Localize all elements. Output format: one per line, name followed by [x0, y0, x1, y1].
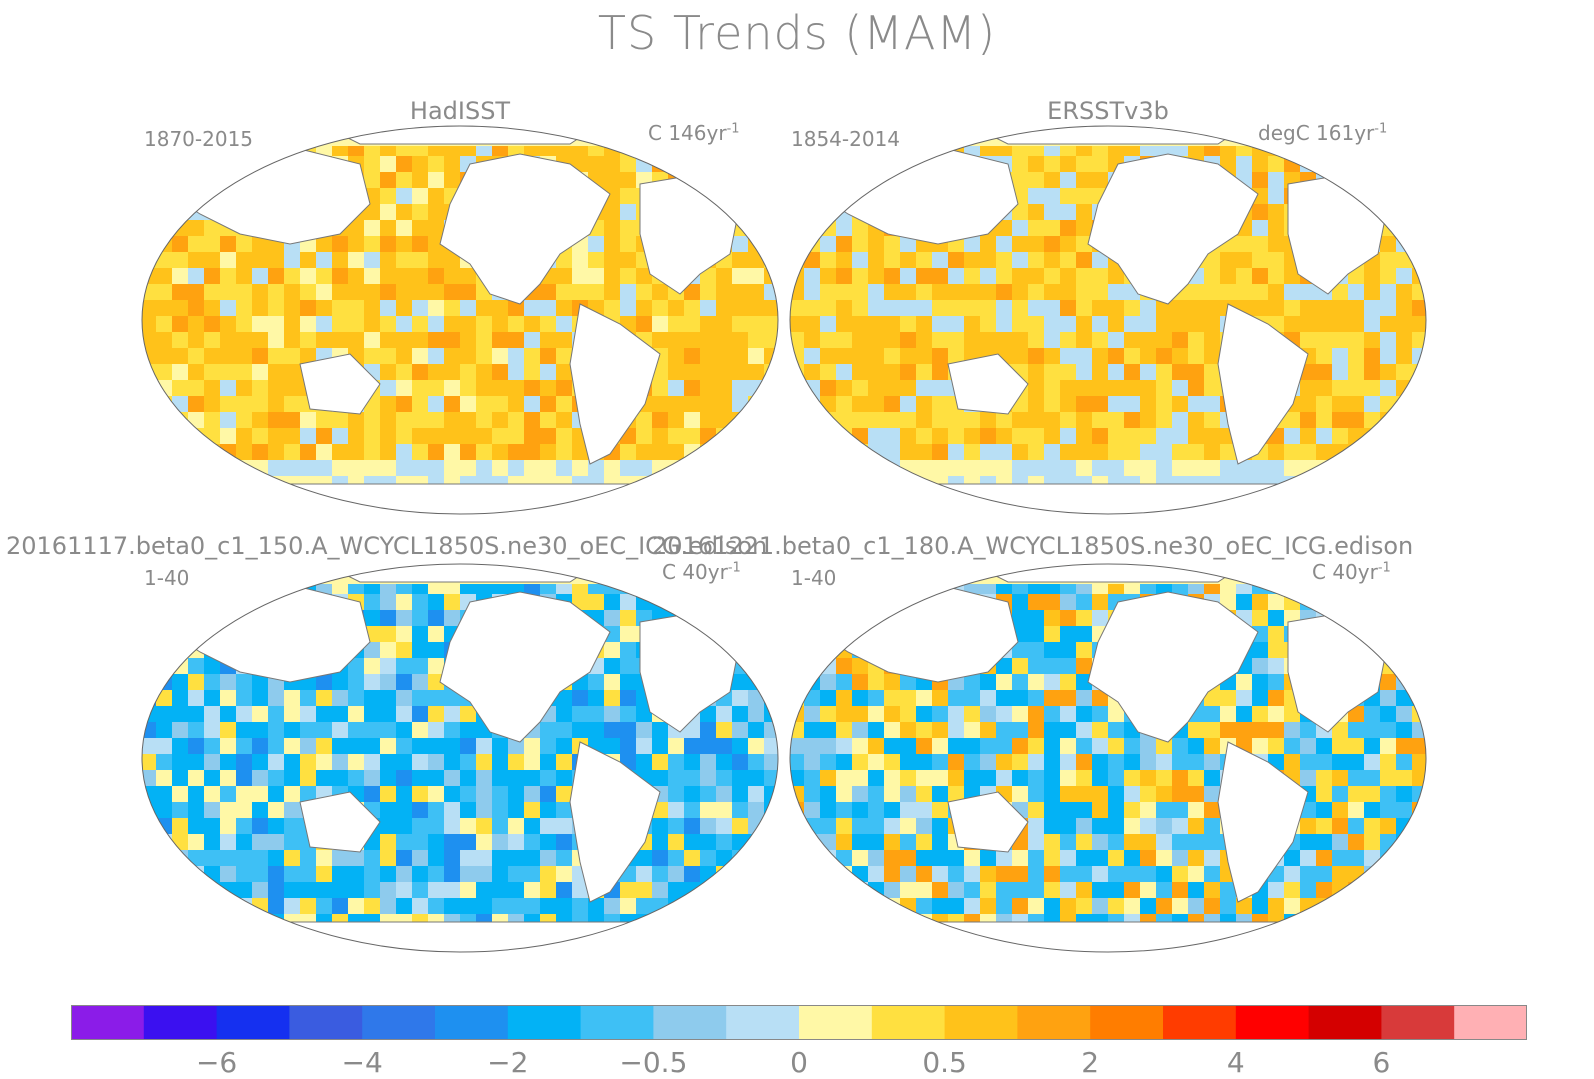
- land-mass: [947, 791, 1029, 853]
- colorbar-swatch: [1090, 1005, 1164, 1040]
- colorbar-swatch: [435, 1005, 509, 1040]
- colorbar-tick-label: −0.5: [619, 1046, 688, 1079]
- colorbar-swatch: [143, 1005, 218, 1040]
- colorbar-tick-label: 4: [1226, 1046, 1245, 1079]
- colorbar-swatch: [1381, 1005, 1455, 1040]
- map-border: [789, 125, 1427, 515]
- map-border: [141, 125, 779, 515]
- panel-title-hadisst: HadISST: [409, 97, 511, 125]
- colorbar-tick-label: 2: [1081, 1046, 1100, 1079]
- land-mass: [1087, 153, 1259, 305]
- colorbar-swatch: [1017, 1005, 1091, 1040]
- land-mass: [439, 153, 611, 305]
- colorbar: [71, 1005, 1527, 1040]
- units-sup: -1: [1377, 560, 1391, 576]
- land-mass: [967, 126, 1250, 145]
- land-mass: [319, 564, 602, 583]
- land-mass: [259, 483, 661, 514]
- units-text: degC 161yr: [1258, 121, 1375, 145]
- colorbar-swatch: [726, 1005, 800, 1040]
- colorbar-swatch: [1163, 1005, 1237, 1040]
- colorbar-swatch: [580, 1005, 654, 1040]
- land-mass: [319, 126, 602, 145]
- panel-period-beta0-150: 1-40: [144, 566, 190, 590]
- colorbar-tick-label: −2: [487, 1046, 529, 1079]
- colorbar-tick-label: 6: [1372, 1046, 1391, 1079]
- land-mass: [947, 353, 1029, 415]
- colorbar-tick-label: 0: [790, 1046, 808, 1079]
- units-sup: -1: [727, 560, 741, 576]
- units-text: C 40yr: [662, 560, 728, 584]
- colorbar-swatch: [799, 1005, 873, 1040]
- map-panel-ersst: [789, 125, 1427, 515]
- units-sup: -1: [1374, 121, 1388, 137]
- panel-title-ersst: ERSSTv3b: [1047, 97, 1169, 125]
- land-mass: [569, 741, 661, 903]
- panel-units-ersst: degC 161yr-1: [1258, 121, 1387, 145]
- units-sup: -1: [726, 121, 740, 137]
- colorbar-swatch: [71, 1005, 145, 1040]
- units-text: C 40yr: [1312, 560, 1378, 584]
- panel-title-beta0-180: 20161221.beta0_c1_180.A_WCYCL1850S.ne30_…: [652, 532, 1414, 560]
- land-mass: [439, 591, 611, 743]
- panel-units-beta0-180: C 40yr-1: [1312, 560, 1391, 584]
- colorbar-tick-label: −6: [195, 1046, 238, 1079]
- colorbar-swatch: [944, 1005, 1018, 1040]
- colorbar-swatch: [1235, 1005, 1310, 1040]
- map-border: [141, 563, 779, 953]
- land-mass: [259, 921, 661, 952]
- map-panel-hadisst: [141, 125, 779, 515]
- units-text: C 146yr: [648, 121, 727, 145]
- colorbar-tick-label: −4: [341, 1046, 383, 1079]
- panel-period-beta0-180: 1-40: [791, 566, 837, 590]
- panel-units-beta0-150: C 40yr-1: [662, 560, 741, 584]
- land-mass: [1087, 591, 1259, 743]
- map-panel-beta0-150: [141, 563, 779, 953]
- land-mass: [967, 564, 1250, 583]
- colorbar-outline: [71, 1005, 1527, 1040]
- land-mass: [569, 303, 661, 465]
- colorbar-swatch: [1454, 1005, 1527, 1040]
- panel-units-hadisst: C 146yr-1: [648, 121, 740, 145]
- colorbar-swatch: [289, 1005, 363, 1040]
- land-mass: [907, 921, 1309, 952]
- colorbar-swatch: [653, 1005, 727, 1040]
- colorbar-tick-label: 0.5: [922, 1046, 967, 1079]
- land-mass: [907, 483, 1309, 514]
- map-panel-beta0-180: [789, 563, 1427, 953]
- colorbar-swatch: [507, 1005, 582, 1040]
- land-mass: [299, 353, 381, 415]
- map-border: [789, 563, 1427, 953]
- colorbar-swatch: [1308, 1005, 1382, 1040]
- panel-period-ersst: 1854-2014: [791, 127, 901, 151]
- colorbar-swatch: [362, 1005, 436, 1040]
- land-mass: [1217, 741, 1309, 903]
- panel-title-beta0-150: 20161117.beta0_c1_150.A_WCYCL1850S.ne30_…: [6, 532, 768, 560]
- panel-period-hadisst: 1870-2015: [144, 127, 254, 151]
- colorbar-swatch: [871, 1005, 946, 1040]
- colorbar-swatch: [216, 1005, 290, 1040]
- land-mass: [1217, 303, 1309, 465]
- land-mass: [299, 791, 381, 853]
- figure-title: TS Trends (MAM): [597, 6, 997, 60]
